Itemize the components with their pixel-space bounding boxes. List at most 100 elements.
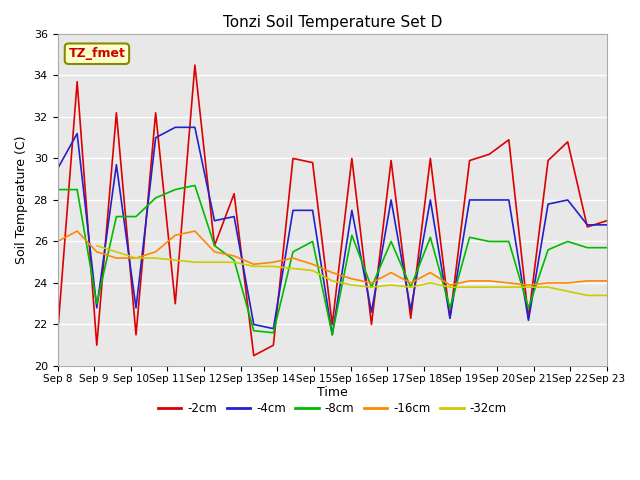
-16cm (269, 259, 277, 265)
-32cm (387, 282, 395, 288)
-2cm (211, 243, 218, 249)
Y-axis label: Soil Temperature (C): Soil Temperature (C) (15, 136, 28, 264)
-2cm (132, 332, 140, 338)
-32cm (407, 284, 415, 290)
Line: -32cm: -32cm (97, 246, 607, 295)
-2cm (525, 315, 532, 321)
-32cm (289, 265, 297, 271)
-8cm (426, 234, 434, 240)
-4cm (525, 317, 532, 323)
-2cm (191, 62, 199, 68)
-4cm (407, 307, 415, 313)
-8cm (172, 187, 179, 192)
-32cm (172, 257, 179, 263)
-4cm (74, 131, 81, 136)
-4cm (584, 222, 591, 228)
-2cm (328, 322, 336, 327)
-32cm (348, 282, 356, 288)
-16cm (387, 270, 395, 276)
-8cm (152, 195, 159, 201)
-16cm (93, 249, 100, 255)
-32cm (269, 264, 277, 269)
Line: -16cm: -16cm (58, 231, 607, 285)
-2cm (93, 342, 100, 348)
-32cm (505, 284, 513, 290)
-8cm (93, 301, 100, 307)
-8cm (387, 239, 395, 244)
-8cm (113, 214, 120, 219)
-8cm (308, 239, 316, 244)
-8cm (191, 182, 199, 188)
-4cm (426, 197, 434, 203)
-16cm (113, 255, 120, 261)
-16cm (603, 278, 611, 284)
Legend: -2cm, -4cm, -8cm, -16cm, -32cm: -2cm, -4cm, -8cm, -16cm, -32cm (153, 397, 511, 420)
-32cm (191, 259, 199, 265)
-2cm (485, 151, 493, 157)
-16cm (289, 255, 297, 261)
-32cm (132, 255, 140, 261)
-4cm (328, 332, 336, 338)
-8cm (466, 234, 474, 240)
-4cm (211, 218, 218, 224)
-32cm (584, 292, 591, 298)
-32cm (367, 284, 375, 290)
-8cm (485, 239, 493, 244)
-4cm (132, 305, 140, 311)
-4cm (564, 197, 572, 203)
-8cm (269, 330, 277, 336)
-16cm (328, 270, 336, 276)
-16cm (426, 270, 434, 276)
-8cm (525, 305, 532, 311)
-2cm (584, 224, 591, 230)
-16cm (564, 280, 572, 286)
-32cm (308, 268, 316, 274)
-8cm (54, 187, 61, 192)
-16cm (74, 228, 81, 234)
-4cm (54, 166, 61, 172)
-16cm (446, 282, 454, 288)
-8cm (74, 187, 81, 192)
-8cm (348, 232, 356, 238)
-2cm (466, 157, 474, 163)
-32cm (328, 278, 336, 284)
-8cm (584, 245, 591, 251)
-32cm (564, 288, 572, 294)
-4cm (269, 326, 277, 332)
-2cm (308, 160, 316, 166)
-4cm (308, 207, 316, 213)
Line: -8cm: -8cm (58, 185, 607, 335)
-16cm (172, 232, 179, 238)
-16cm (348, 276, 356, 282)
-2cm (407, 315, 415, 321)
-4cm (230, 214, 238, 219)
-2cm (426, 156, 434, 161)
-4cm (544, 201, 552, 207)
-8cm (544, 247, 552, 252)
-32cm (426, 280, 434, 286)
-16cm (466, 278, 474, 284)
-2cm (152, 110, 159, 116)
-32cm (525, 284, 532, 290)
-8cm (328, 332, 336, 338)
-8cm (446, 305, 454, 311)
-16cm (191, 228, 199, 234)
-4cm (191, 124, 199, 130)
-16cm (211, 249, 218, 255)
-4cm (348, 207, 356, 213)
-16cm (250, 262, 257, 267)
-2cm (348, 156, 356, 161)
X-axis label: Time: Time (317, 386, 348, 399)
-4cm (367, 309, 375, 315)
-8cm (230, 257, 238, 263)
-16cm (54, 239, 61, 244)
-8cm (132, 214, 140, 219)
-32cm (113, 249, 120, 255)
-16cm (230, 253, 238, 259)
-4cm (250, 322, 257, 327)
-8cm (367, 284, 375, 290)
-32cm (93, 243, 100, 249)
-4cm (505, 197, 513, 203)
-32cm (230, 259, 238, 265)
-32cm (211, 259, 218, 265)
